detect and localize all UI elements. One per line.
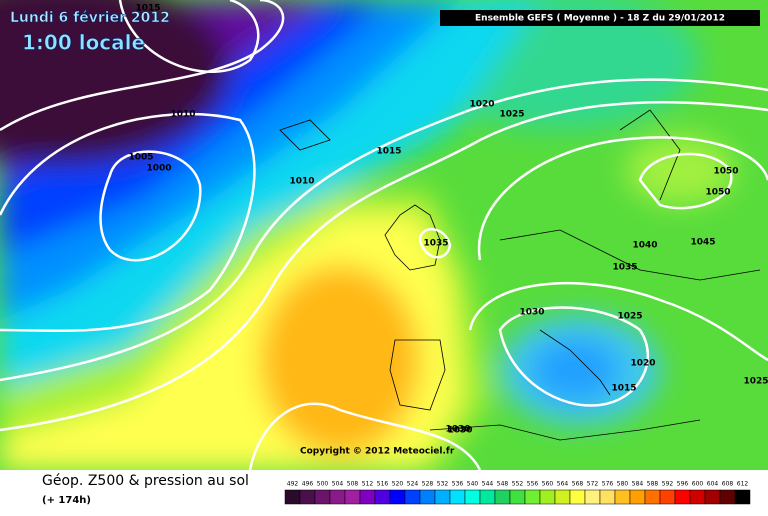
legend-label: 556 bbox=[527, 481, 539, 488]
legend-swatch bbox=[614, 489, 631, 505]
isobar-label: 1025 bbox=[743, 377, 768, 387]
legend-swatch bbox=[464, 489, 481, 505]
isobar-label: 1005 bbox=[128, 153, 153, 163]
isobar-label: 1010 bbox=[170, 110, 195, 120]
legend-label: 592 bbox=[662, 481, 674, 488]
footer-title: Géop. Z500 & pression au sol bbox=[42, 473, 249, 489]
legend-swatch bbox=[539, 489, 556, 505]
legend-swatch bbox=[404, 489, 421, 505]
legend-label: 532 bbox=[437, 481, 449, 488]
legend-label: 612 bbox=[737, 481, 749, 488]
legend-swatch bbox=[704, 489, 721, 505]
legend-label: 516 bbox=[377, 481, 389, 488]
isobar-label: 1020 bbox=[630, 359, 655, 369]
legend-swatch bbox=[644, 489, 661, 505]
legend-swatch bbox=[584, 489, 601, 505]
legend-label: 596 bbox=[677, 481, 689, 488]
legend-label: 504 bbox=[332, 481, 344, 488]
legend-swatch bbox=[434, 489, 451, 505]
legend-label: 572 bbox=[587, 481, 599, 488]
legend-label: 548 bbox=[497, 481, 509, 488]
footer-lead: (+ 174h) bbox=[42, 495, 91, 506]
legend-label: 564 bbox=[557, 481, 569, 488]
legend-label: 560 bbox=[542, 481, 554, 488]
legend-swatch bbox=[359, 489, 376, 505]
legend-label: 608 bbox=[722, 481, 734, 488]
isobar-label: 1045 bbox=[690, 238, 715, 248]
legend-label: 500 bbox=[317, 481, 329, 488]
legend-swatch bbox=[494, 489, 511, 505]
isobar-label: 1015 bbox=[611, 384, 636, 394]
coastlines bbox=[279, 109, 761, 441]
legend-swatch bbox=[344, 489, 361, 505]
legend-swatch bbox=[629, 489, 646, 505]
legend-label: 568 bbox=[572, 481, 584, 488]
legend-swatch bbox=[599, 489, 616, 505]
legend-label: 496 bbox=[302, 481, 314, 488]
isobar-label: 1000 bbox=[146, 164, 171, 174]
legend-label: 492 bbox=[287, 481, 299, 488]
legend-swatch bbox=[689, 489, 706, 505]
legend-label: 528 bbox=[422, 481, 434, 488]
legend-label: 544 bbox=[482, 481, 494, 488]
isobars bbox=[0, 0, 768, 470]
legend-swatch bbox=[374, 489, 391, 505]
isobar-label: 1010 bbox=[289, 177, 314, 187]
legend-swatch bbox=[554, 489, 571, 505]
legend-swatch bbox=[389, 489, 406, 505]
local-time: 1:00 locale bbox=[22, 31, 145, 55]
isobar-label: 1035 bbox=[612, 263, 637, 273]
legend-label: 524 bbox=[407, 481, 419, 488]
legend-label: 584 bbox=[632, 481, 644, 488]
legend-label: 540 bbox=[467, 481, 479, 488]
legend-swatch bbox=[734, 489, 751, 505]
isobar-label: 1020 bbox=[469, 100, 494, 110]
legend-label: 604 bbox=[707, 481, 719, 488]
date: Lundi 6 février 2012 bbox=[10, 10, 170, 26]
legend-swatch bbox=[314, 489, 331, 505]
legend-swatch bbox=[674, 489, 691, 505]
isobar-label: 1025 bbox=[499, 110, 524, 120]
isobar-label: 1015 bbox=[376, 147, 401, 157]
isobar-label: 1030 bbox=[445, 425, 470, 435]
legend-swatch bbox=[299, 489, 316, 505]
legend-label: 588 bbox=[647, 481, 659, 488]
legend-swatch bbox=[719, 489, 736, 505]
legend-swatch bbox=[284, 489, 301, 505]
legend-swatch bbox=[509, 489, 526, 505]
legend-swatch bbox=[659, 489, 676, 505]
legend-label: 512 bbox=[362, 481, 374, 488]
isobar-label: 1035 bbox=[423, 239, 448, 249]
isobar-label: 1030 bbox=[519, 308, 544, 318]
legend-swatch bbox=[449, 489, 466, 505]
isobar-label: 1030 bbox=[447, 426, 472, 436]
legend-swatch bbox=[419, 489, 436, 505]
isobar-label: 1050 bbox=[713, 167, 738, 177]
legend-label: 576 bbox=[602, 481, 614, 488]
legend-label: 552 bbox=[512, 481, 524, 488]
isobar-label: 1050 bbox=[705, 188, 730, 198]
run-info: Ensemble GEFS ( Moyenne ) - 18 Z du 29/0… bbox=[475, 14, 725, 24]
copyright: Copyright © 2012 Meteociel.fr bbox=[300, 447, 455, 457]
legend-label: 580 bbox=[617, 481, 629, 488]
isobar-label: 1025 bbox=[617, 312, 642, 322]
run-banner bbox=[440, 10, 760, 26]
legend-swatch bbox=[329, 489, 346, 505]
legend-label: 536 bbox=[452, 481, 464, 488]
legend-label: 520 bbox=[392, 481, 404, 488]
legend-swatch bbox=[479, 489, 496, 505]
legend-swatch bbox=[569, 489, 586, 505]
legend-swatch bbox=[524, 489, 541, 505]
legend-label: 508 bbox=[347, 481, 359, 488]
isobar-label: 1015 bbox=[135, 4, 160, 14]
isobar-label: 1040 bbox=[632, 241, 657, 251]
legend-label: 600 bbox=[692, 481, 704, 488]
color-legend: 492 496 500 504 508 512 516 520 524 528 532 536 540 5… bbox=[284, 481, 751, 505]
